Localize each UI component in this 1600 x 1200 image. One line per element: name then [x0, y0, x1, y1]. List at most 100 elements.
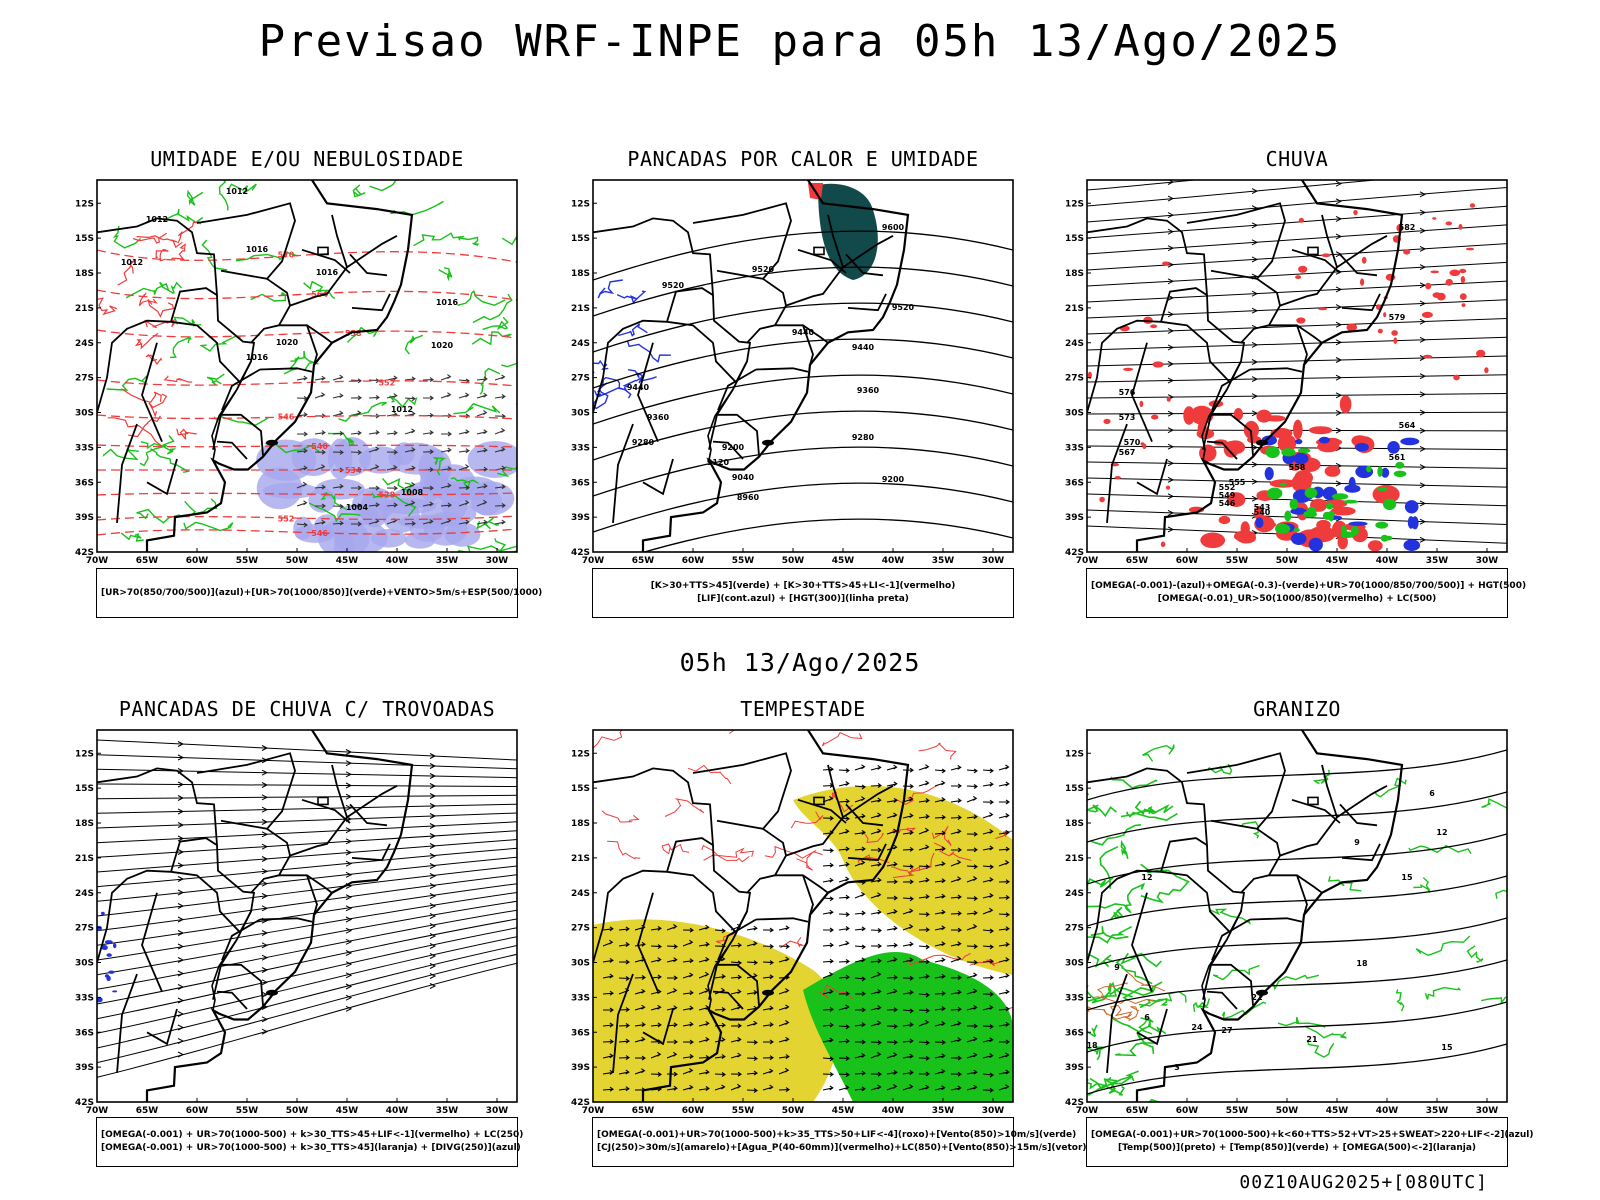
contour-line	[1312, 769, 1331, 785]
state-border	[797, 248, 847, 274]
contour-line	[404, 334, 424, 355]
lon-tick-label: 70W	[1076, 1106, 1099, 1116]
streamline-arrow	[177, 754, 185, 761]
map-plot-area: 570 564 558 552 546 540 534 528 552 546 1012 1012 10…	[75, 179, 518, 566]
wind-vector	[950, 847, 962, 853]
wind-vector	[902, 879, 914, 885]
contour-line	[1306, 1039, 1335, 1058]
contour-line	[186, 189, 204, 206]
federal-district	[813, 796, 825, 806]
lat-tick-label: 33S	[75, 443, 94, 453]
state-border	[351, 293, 391, 312]
field-patch	[97, 997, 103, 1003]
wind-vector	[998, 1069, 1010, 1075]
wind-vector	[332, 449, 344, 455]
contour-line	[716, 929, 737, 944]
wind-vector	[934, 846, 946, 852]
wind-vector	[634, 1055, 646, 1061]
streamline	[97, 900, 517, 976]
contour-line	[1087, 925, 1132, 944]
wind-vector	[682, 927, 694, 933]
wind-vector	[998, 860, 1010, 867]
streamline-arrow	[1420, 178, 1425, 179]
state-border	[1106, 423, 1128, 523]
contour-line	[593, 730, 623, 760]
contour-line	[120, 388, 162, 403]
streamline	[97, 739, 517, 761]
wind-vector	[778, 1054, 790, 1060]
streamline-arrow	[177, 1024, 185, 1031]
field-patch	[1139, 400, 1144, 408]
wind-vector	[602, 973, 614, 979]
contour-line	[906, 953, 971, 966]
field-patch	[1348, 521, 1368, 526]
federal-district	[317, 796, 329, 806]
contour-label: 9040	[732, 473, 755, 482]
contour-line	[134, 332, 159, 350]
contour-line	[453, 402, 501, 415]
wind-vector	[998, 973, 1010, 979]
field-patch	[1256, 409, 1272, 423]
wind-vector	[422, 449, 434, 455]
wind-vector	[966, 784, 978, 789]
state-border	[1211, 368, 1251, 411]
field-patch	[1160, 541, 1166, 548]
contour-line	[482, 316, 509, 331]
streamline-arrow	[429, 863, 437, 869]
field-patch	[1375, 521, 1389, 529]
wind-vector	[634, 988, 646, 995]
wind-vector	[666, 1071, 678, 1077]
wind-vector	[902, 1084, 914, 1091]
streamline-arrow	[1167, 476, 1175, 483]
wind-vector	[998, 895, 1010, 900]
contour-line	[1099, 845, 1119, 889]
state-border	[1206, 440, 1238, 460]
wind-vector	[854, 1052, 866, 1059]
wind-vector	[934, 861, 946, 867]
wind-vector	[870, 909, 882, 915]
lon-tick-label: 70W	[582, 556, 605, 566]
wind-vector	[666, 1039, 678, 1045]
wind-vector	[634, 1068, 646, 1075]
wind-vector	[476, 483, 488, 489]
state-border	[755, 917, 809, 923]
streamline-arrow	[1167, 261, 1175, 268]
state-border	[116, 423, 138, 523]
contour-line	[821, 732, 863, 747]
map-frame	[592, 729, 1014, 1103]
lon-tick-label: 50W	[286, 556, 309, 566]
field-patch	[1436, 292, 1446, 301]
lat-tick-label: 39S	[571, 513, 590, 523]
streamline	[97, 847, 517, 888]
wind-vector	[458, 485, 470, 491]
wind-vector	[934, 878, 946, 884]
state-border	[141, 892, 163, 992]
contour-label: 21	[1306, 1035, 1318, 1044]
wind-vector	[350, 503, 362, 509]
height-contour	[593, 338, 1013, 389]
isoline	[97, 289, 517, 301]
lat-tick-label: 21S	[571, 304, 590, 314]
lat-tick-label: 39S	[571, 1063, 590, 1073]
wind-vector	[934, 1021, 946, 1027]
wind-vector	[966, 1052, 978, 1059]
contour-label: 27	[1221, 1026, 1232, 1035]
state-border	[212, 963, 264, 1006]
wind-vector	[746, 925, 758, 931]
contour-line	[308, 502, 361, 523]
wind-vector	[982, 864, 994, 870]
wind-vector	[822, 862, 834, 868]
field-patch	[1265, 446, 1280, 459]
wind-vector	[918, 944, 930, 950]
lat-tick-label: 12S	[1065, 749, 1084, 759]
field-patch	[1295, 275, 1302, 280]
wind-vector	[838, 1055, 850, 1061]
wind-vector	[350, 450, 362, 455]
wind-vector	[934, 957, 946, 963]
lon-tick-label: 70W	[582, 1106, 605, 1116]
streamline	[97, 953, 517, 1064]
lat-tick-label: 36S	[1065, 1028, 1084, 1038]
wind-vector	[332, 410, 344, 417]
streamline-arrow	[1419, 500, 1427, 507]
wind-vector	[682, 1067, 694, 1075]
